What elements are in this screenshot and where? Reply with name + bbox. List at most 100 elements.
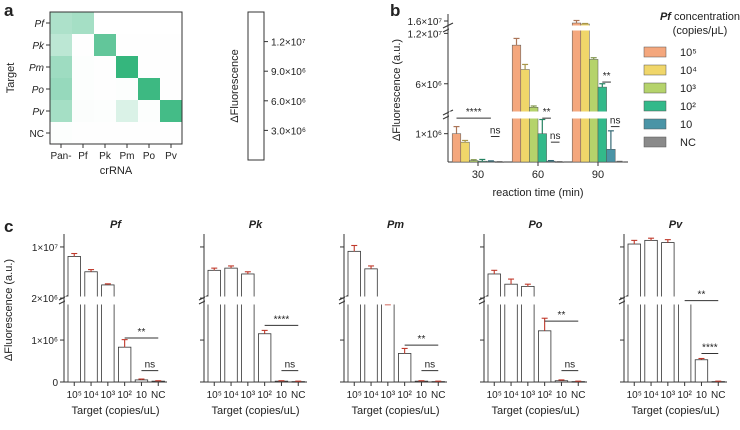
legend-label: 10⁴ (680, 65, 697, 77)
b-x-tick-label: 90 (592, 169, 604, 181)
c-bar (397, 353, 412, 383)
c-bar (381, 298, 395, 383)
heatmap-cell (94, 122, 116, 144)
axis-break-mark (58, 294, 70, 301)
c-x-tick-label: 10⁵ (347, 390, 362, 401)
heatmap-cell (160, 78, 182, 100)
c-x-tick-label: 10⁴ (83, 390, 98, 401)
heatmap-xlabel: crRNA (100, 165, 133, 177)
c-significance-label: **** (702, 342, 718, 353)
c-subplot-title: Pv (669, 219, 683, 231)
heatmap-cell (138, 12, 160, 34)
heatmap-cell (94, 56, 116, 78)
heatmap-x-tick-label: Pv (165, 151, 177, 162)
legend-label: 10² (680, 101, 696, 113)
legend-swatch (643, 100, 667, 112)
c-subplot-pm: Pm 10⁵ 10⁴ 10³ 10² 10 NC ** ns Target (copies/uL) (338, 219, 448, 417)
heatmap-cell (138, 56, 160, 78)
legend-title-species: Pf (660, 11, 672, 23)
b-bar (589, 59, 599, 163)
b-significance-label: ** (543, 107, 551, 118)
c-x-tick-label: 10⁴ (503, 390, 518, 401)
heatmap-cell (50, 12, 72, 34)
c-subplot-pf: 0 1×10⁶ 2×10⁶ 1×10⁷ Pf 10⁵ 10⁴ 10³ 10² 10 NC ** ns Ta… (31, 219, 168, 417)
c-y-tick-label: 2×10⁶ (31, 294, 58, 305)
legend-swatch (643, 64, 667, 76)
c-x-tick-label: 10⁵ (487, 390, 502, 401)
c-x-tick-label: NC (571, 390, 585, 401)
b-x-tick-label: 60 (532, 169, 544, 181)
c-ylabel: ΔFluorescence (a.u.) (3, 259, 15, 361)
b-significance-label: ** (603, 71, 611, 82)
c-y-tick-label: 1×10⁷ (32, 243, 59, 254)
heatmap-frame (49, 11, 183, 145)
c-x-tick-label: 10³ (661, 390, 676, 401)
c-x-tick-label: 10³ (381, 390, 396, 401)
c-significance-label: ** (138, 327, 146, 338)
axis-break-mark (198, 294, 210, 301)
heatmap-cell (50, 56, 72, 78)
heatmap-cell (50, 34, 72, 56)
c-x-tick-label: 10² (677, 390, 692, 401)
b-significance-label: **** (466, 107, 482, 118)
c-bar (207, 269, 221, 383)
c-significance-label: ns (565, 360, 576, 371)
heatmap-cell (116, 100, 138, 122)
c-x-tick-label: 10³ (521, 390, 536, 401)
heatmap-cell (50, 100, 72, 122)
heatmap-cell (94, 100, 116, 122)
c-bar (118, 346, 132, 383)
c-break-band (625, 296, 728, 305)
legend-title: Pf concentration (660, 11, 740, 23)
c-break-band (485, 296, 588, 305)
c-bar (224, 267, 238, 383)
legend-label: 10⁵ (680, 47, 697, 59)
heatmap-y-tick-label: NC (30, 129, 44, 140)
b-break-band (449, 111, 629, 119)
c-subplot-title: Pm (387, 219, 404, 231)
b-y-tick-label: 1×10⁶ (415, 130, 442, 141)
c-x-tick-label: 10 (416, 390, 428, 401)
c-x-tick-label: NC (711, 390, 725, 401)
b-bar (486, 161, 496, 163)
c-x-tick-label: 10⁴ (223, 390, 238, 401)
colorbar-tick-label: 1.2×10⁷ (271, 38, 306, 49)
heatmap-cell (72, 122, 94, 144)
heatmap-cell (138, 78, 160, 100)
c-x-tick-label: 10⁵ (207, 390, 222, 401)
c-break-band (205, 296, 308, 305)
heatmap-x-tick-label: Pk (99, 151, 112, 162)
c-xlabel: Target (copies/uL) (491, 405, 579, 417)
heatmap-x-tick-label: Pf (78, 151, 88, 162)
c-bar (644, 239, 658, 383)
heatmap-cell (72, 34, 94, 56)
b-significance-label: ns (490, 126, 501, 137)
b-bar (546, 160, 556, 163)
heatmap-y-tick-label: Pv (32, 107, 45, 118)
b-x-tick-label: 30 (472, 169, 484, 181)
b-y-tick-label: 1.2×10⁷ (408, 29, 443, 40)
axis-break-mark (442, 22, 454, 29)
heatmap-cell (138, 100, 160, 122)
heatmap-cell (116, 122, 138, 144)
b-significance-label: ns (550, 131, 561, 142)
b-bar (460, 141, 470, 163)
colorbar-tick-label: 6.0×10⁶ (271, 97, 306, 108)
heatmap-cell (72, 56, 94, 78)
heatmap-cell (160, 56, 182, 78)
c-significance-label: ** (418, 334, 426, 345)
heatmap-cell (116, 34, 138, 56)
legend-label: 10 (680, 119, 692, 131)
legend-swatch (643, 118, 667, 130)
heatmap-cell (50, 78, 72, 100)
c-bar (134, 379, 149, 383)
c-x-tick-label: 10² (537, 390, 552, 401)
heatmap-y-tick-label: Pm (29, 63, 44, 74)
heatmap-y-tick-label: Pk (32, 41, 45, 52)
heatmap-cell (160, 122, 182, 144)
heatmap-cell (94, 34, 116, 56)
c-x-tick-label: 10² (397, 390, 412, 401)
c-break-band (345, 296, 448, 305)
